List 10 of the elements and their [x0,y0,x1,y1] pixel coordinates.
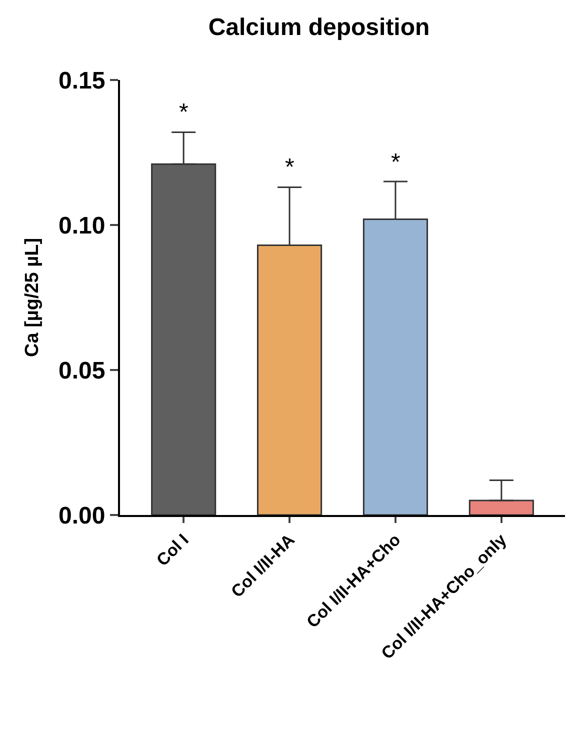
y-tick-label: 0.15 [58,67,106,94]
annotation: * [179,99,188,126]
y-tick-label: 0.05 [58,357,106,384]
chart-title: Calcium deposition [208,14,430,42]
annotation: * [285,154,294,181]
y-axis-title: Ca [µg/25 µL] [22,238,43,358]
x-tick-label: Col I [152,530,192,570]
y-tick-label: 0.10 [58,212,106,240]
y-tick-label: 0.00 [58,502,106,530]
annotation: * [391,149,400,176]
